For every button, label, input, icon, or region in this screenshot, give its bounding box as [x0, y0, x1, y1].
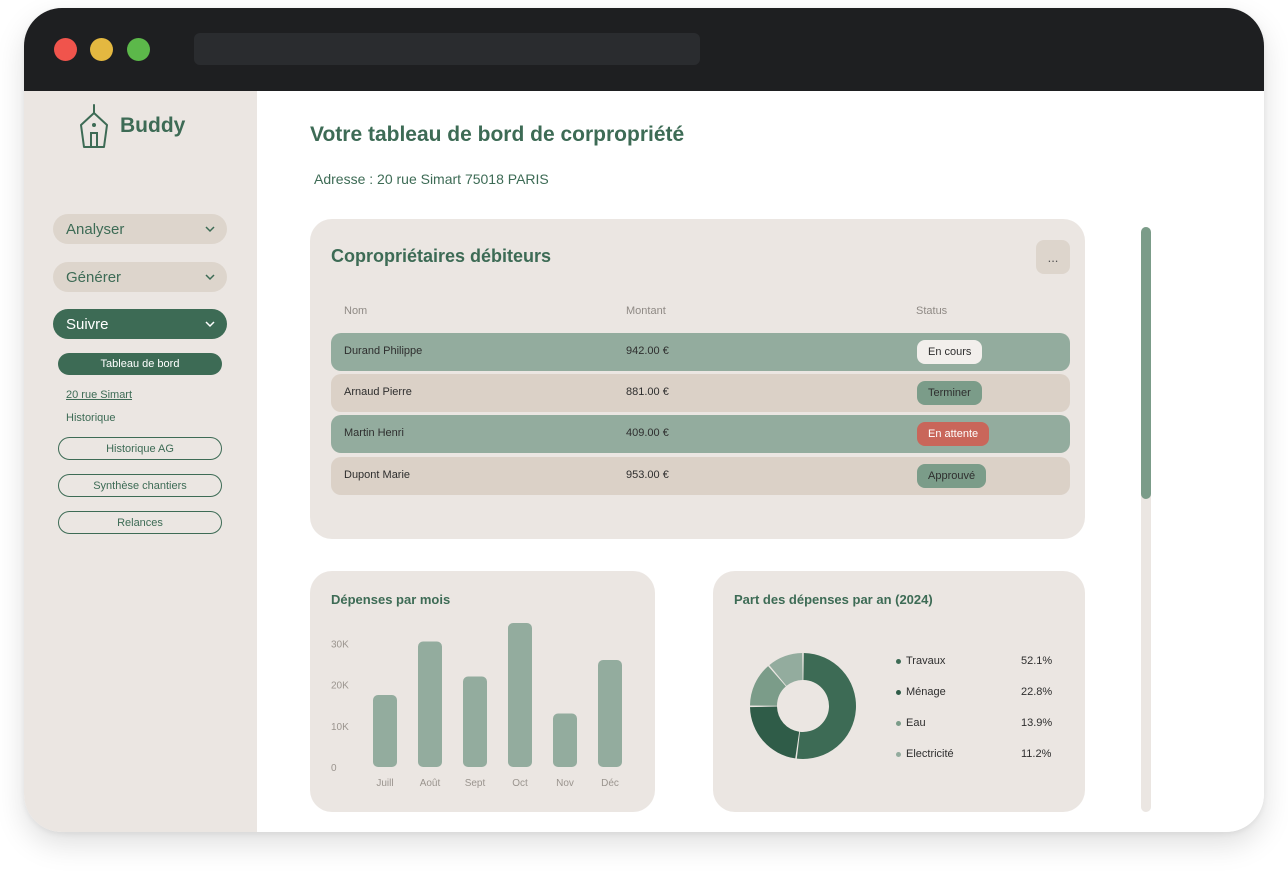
legend-dot-icon: [896, 689, 901, 695]
y-tick-label: 0: [331, 763, 337, 774]
maximize-window-button[interactable]: [127, 38, 150, 61]
app-name: Buddy: [120, 114, 186, 137]
status-badge: En cours: [917, 340, 983, 364]
x-tick-label: Oct: [512, 778, 528, 789]
legend-label: Travaux: [906, 655, 946, 667]
legend-value: 22.8%: [1021, 686, 1053, 698]
row-amount: 953.00 €: [626, 469, 669, 481]
menu-suivre-label: Suivre: [66, 315, 109, 333]
x-tick-label: Sept: [465, 778, 486, 789]
legend-item: Ménage: [896, 686, 946, 698]
y-tick-label: 30K: [331, 640, 349, 651]
table-row[interactable]: Arnaud Pierre 881.00 € Terminer: [331, 374, 1070, 412]
house-tag-icon: [80, 104, 108, 148]
column-header-status: Status: [916, 305, 948, 317]
menu-generer-label: Générer: [66, 268, 122, 286]
status-badge: En attente: [917, 422, 990, 446]
donut-slice[interactable]: [769, 653, 803, 686]
scrollbar[interactable]: [1141, 227, 1151, 812]
bar[interactable]: [553, 713, 577, 767]
column-header-amount: Montant: [626, 305, 666, 317]
bar[interactable]: [463, 676, 487, 767]
legend-dot-icon: [896, 720, 901, 726]
menu-analyser-label: Analyser: [66, 220, 125, 238]
chevron-down-icon: [205, 226, 215, 233]
address-bar[interactable]: [194, 33, 700, 65]
bar-chart: 0 10K 20K 30K Juill Août Sept Oct Nov Déc: [331, 623, 622, 789]
y-tick-label: 20K: [331, 681, 349, 692]
donut-chart-title: Part des dépenses par an (2024): [734, 592, 933, 607]
legend-label: Electricité: [906, 748, 954, 760]
x-tick-label: Juill: [376, 778, 393, 789]
bar-chart-card: Dépenses par mois 0 10K 20K 30K Juill Août Sep…: [310, 571, 655, 812]
menu-analyser[interactable]: Analyser: [53, 214, 227, 244]
menu-generer[interactable]: Générer: [53, 262, 227, 292]
bar[interactable]: [598, 660, 622, 767]
legend-item: Travaux: [896, 655, 945, 667]
row-name: Martin Henri: [344, 427, 404, 439]
row-name: Durand Philippe: [344, 345, 423, 357]
donut-chart-card: Part des dépenses par an (2024) Travaux 5…: [713, 571, 1085, 812]
legend-item: Eau: [896, 717, 926, 729]
menu-suivre[interactable]: Suivre: [53, 309, 227, 339]
address-text: Adresse : 20 rue Simart 75018 PARIS: [314, 171, 549, 187]
debtors-title: Copropriétaires débiteurs: [331, 246, 552, 266]
legend-value: 13.9%: [1021, 717, 1053, 729]
row-amount: 409.00 €: [626, 427, 669, 439]
scrollbar-thumb[interactable]: [1141, 227, 1151, 499]
x-tick-label: Nov: [556, 778, 574, 789]
legend-label: Eau: [906, 717, 926, 729]
row-amount: 881.00 €: [626, 386, 669, 398]
debtors-card: Copropriétaires débiteurs ... Nom Montan…: [310, 219, 1085, 539]
bar[interactable]: [373, 695, 397, 767]
donut-slice[interactable]: [750, 666, 786, 706]
title-bar: [24, 8, 1264, 91]
table-row[interactable]: Durand Philippe 942.00 € En cours: [331, 333, 1070, 371]
logo[interactable]: Buddy: [78, 103, 185, 149]
table-row[interactable]: Dupont Marie 953.00 € Approuvé: [331, 457, 1070, 495]
x-tick-label: Août: [420, 778, 441, 789]
donut-slice[interactable]: [796, 653, 856, 759]
row-name: Arnaud Pierre: [344, 386, 412, 398]
status-badge: Approuvé: [917, 464, 987, 488]
donut-slice[interactable]: [750, 706, 800, 759]
legend-dot-icon: [896, 751, 901, 757]
close-window-button[interactable]: [54, 38, 77, 61]
sidebar: Buddy Analyser Générer Suivre Tableau de…: [24, 91, 257, 832]
table-row[interactable]: Martin Henri 409.00 € En attente: [331, 415, 1070, 453]
main-content: Votre tableau de bord de corpropriété Ad…: [257, 91, 1264, 832]
chevron-down-icon: [205, 274, 215, 281]
bar[interactable]: [418, 641, 442, 767]
submenu-link-address[interactable]: 20 rue Simart: [66, 389, 133, 401]
legend-value: 11.2%: [1021, 748, 1052, 760]
minimize-window-button[interactable]: [90, 38, 113, 61]
legend-value: 52.1%: [1021, 655, 1053, 667]
submenu-synthese-chantiers-button[interactable]: Synthèse chantiers: [58, 474, 222, 497]
column-header-name: Nom: [344, 305, 368, 317]
submenu-relances-button[interactable]: Relances: [58, 511, 222, 534]
browser-window: Buddy Analyser Générer Suivre Tableau de…: [24, 8, 1264, 832]
row-amount: 942.00 €: [626, 345, 669, 357]
chevron-down-icon: [205, 321, 215, 328]
row-name: Dupont Marie: [344, 469, 411, 481]
y-tick-label: 10K: [331, 722, 349, 733]
bar[interactable]: [508, 623, 532, 767]
submenu-tableau-de-bord[interactable]: Tableau de bord: [58, 353, 222, 375]
status-badge: Terminer: [917, 381, 982, 405]
submenu-historique-ag-button[interactable]: Historique AG: [58, 437, 222, 460]
more-options-button[interactable]: ...: [1036, 240, 1070, 274]
legend-label: Ménage: [906, 686, 946, 698]
bar-chart-title: Dépenses par mois: [331, 592, 451, 607]
page-title: Votre tableau de bord de corpropriété: [310, 123, 685, 146]
legend-item: Electricité: [896, 748, 954, 760]
donut-chart: [750, 653, 856, 759]
x-tick-label: Déc: [601, 778, 619, 789]
submenu-link-historique[interactable]: Historique: [66, 412, 116, 424]
legend-dot-icon: [896, 658, 901, 664]
